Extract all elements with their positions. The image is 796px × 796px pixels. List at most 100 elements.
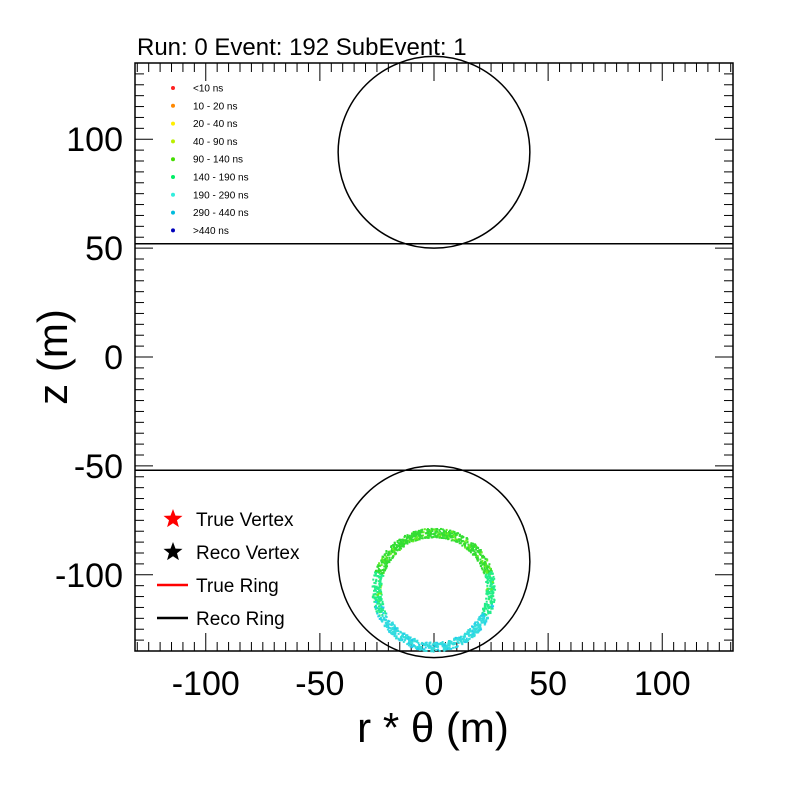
hit-point [382,574,385,577]
marker-legend-label: True Ring [196,576,279,597]
hit-point [403,639,406,642]
hit-point [460,635,463,638]
hit-point [373,589,376,592]
hit-point [386,554,389,557]
hit-point [384,564,387,567]
hit-point [469,628,472,631]
hit-point [413,639,416,642]
hit-point [384,612,387,615]
time-legend-label: 40 - 90 ns [193,137,237,148]
hit-point [395,546,398,549]
hit-point [481,559,484,562]
hit-point [399,631,402,634]
hit-point [396,627,399,630]
hit-point [382,612,385,615]
hit-point [462,638,465,641]
hit-point [447,640,450,643]
hit-point [419,530,422,533]
hit-point [423,536,426,539]
hit-point [453,532,456,535]
hit-point [372,593,375,596]
hit-point [465,547,468,550]
hit-point [434,535,437,538]
hit-point [377,597,380,600]
hit-point [382,571,385,574]
hit-point [391,621,394,624]
hit-point [486,568,489,571]
hit-point [439,530,442,533]
hit-point [392,630,395,633]
hit-point [492,578,495,581]
hit-point [395,544,398,547]
hit-point [448,533,451,536]
hit-point [430,646,433,649]
y-tick-label: -100 [55,557,123,595]
hit-point [456,538,459,541]
hit-point [377,564,380,567]
hit-point [492,582,495,585]
hit-point [408,534,411,537]
hit-point [450,534,453,537]
hit-point [489,577,492,580]
hit-point [380,605,383,608]
hit-point [422,534,425,537]
hit-point [376,607,379,610]
hit-point [429,646,432,649]
hit-point [438,650,441,653]
hit-point [467,547,470,550]
hit-point [406,536,409,539]
hit-point [376,602,379,605]
hit-point [393,631,396,634]
hit-point [458,533,461,536]
hit-point [475,556,478,559]
hit-point [480,564,483,567]
x-tick-labels: -100 -50 0 50 100 [172,665,691,703]
hit-point [441,534,444,537]
hit-point [448,529,451,532]
hit-point [420,531,423,534]
hit-point [473,545,476,548]
hit-point [394,543,397,546]
hit-point [381,561,384,564]
hit-point [377,587,380,590]
hit-point [393,625,396,628]
hit-point [390,546,393,549]
hit-point [385,556,388,559]
hit-point [443,537,446,540]
hit-point [471,549,474,552]
hit-point [427,646,430,649]
hit-point [417,530,420,533]
hit-point [379,584,382,587]
hit-point [376,575,379,578]
hit-point [485,581,488,584]
hit-point [435,641,438,644]
hit-point [389,627,392,630]
hit-point [484,568,487,571]
hit-point [410,534,413,537]
hit-point [377,567,380,570]
hit-point [406,643,409,646]
hit-point [380,559,383,562]
hit-point [487,604,490,607]
hit-point [432,648,435,651]
hit-point [436,644,439,647]
hit-point [388,556,391,559]
hit-point [474,630,477,633]
hit-point [378,611,381,614]
hit-point [404,635,407,638]
hit-point [376,612,379,615]
hit-point [484,622,487,625]
hit-point [437,645,440,648]
hit-point [442,531,445,534]
hit-point [487,607,490,610]
hit-point [380,572,383,575]
hit-point [490,600,493,603]
hit-point [482,612,485,615]
hit-point [472,627,475,630]
hit-point [438,642,441,645]
hit-point [486,609,489,612]
hit-point [468,637,471,640]
hit-point [406,541,409,544]
hit-point [463,540,466,543]
